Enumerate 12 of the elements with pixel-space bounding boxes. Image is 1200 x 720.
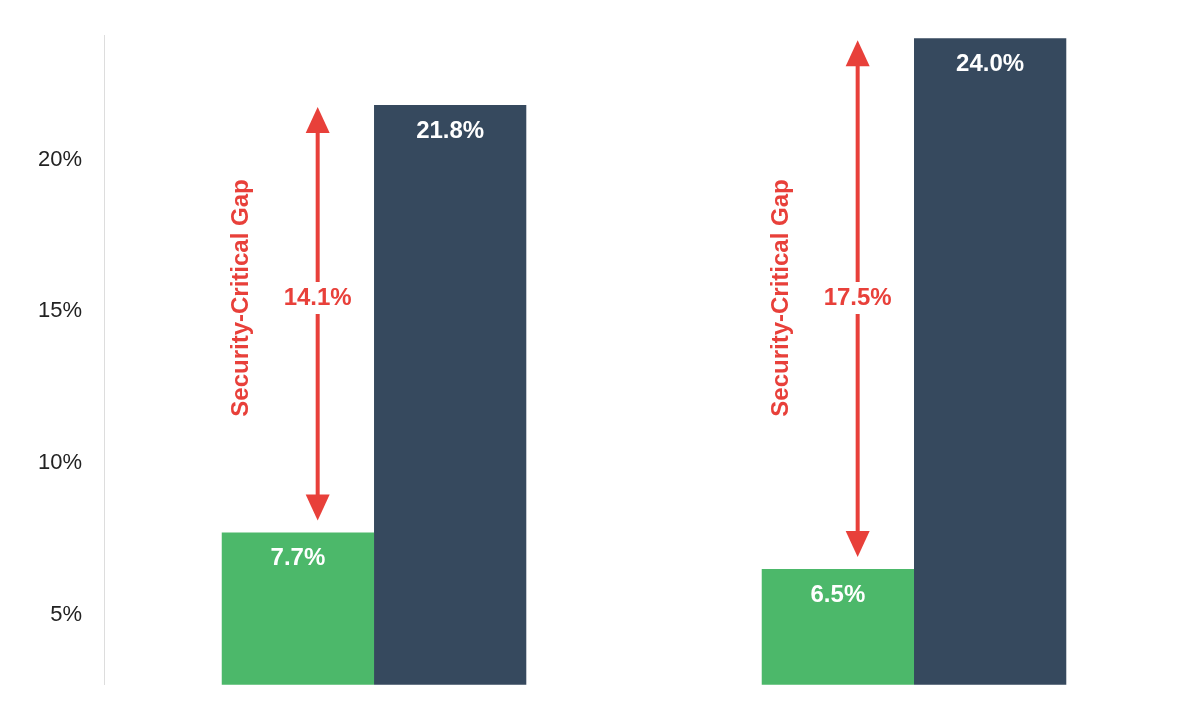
data-label: 24.0% — [956, 48, 1025, 76]
annotation: 14.1% — [283, 282, 352, 310]
y-tick-label: 20% — [37, 145, 83, 171]
data-label: 21.8% — [416, 115, 485, 143]
y-tick-label: 10% — [37, 448, 83, 474]
annotation: Security-Critical Gap — [766, 179, 794, 417]
data-label: 6.5% — [810, 579, 866, 607]
annotation: Security-Critical Gap — [226, 179, 254, 417]
annotation: 17.5% — [823, 282, 892, 310]
data-label: 7.7% — [270, 543, 326, 571]
y-tick-label: 15% — [37, 297, 83, 323]
y-tick-label: 5% — [50, 600, 83, 626]
